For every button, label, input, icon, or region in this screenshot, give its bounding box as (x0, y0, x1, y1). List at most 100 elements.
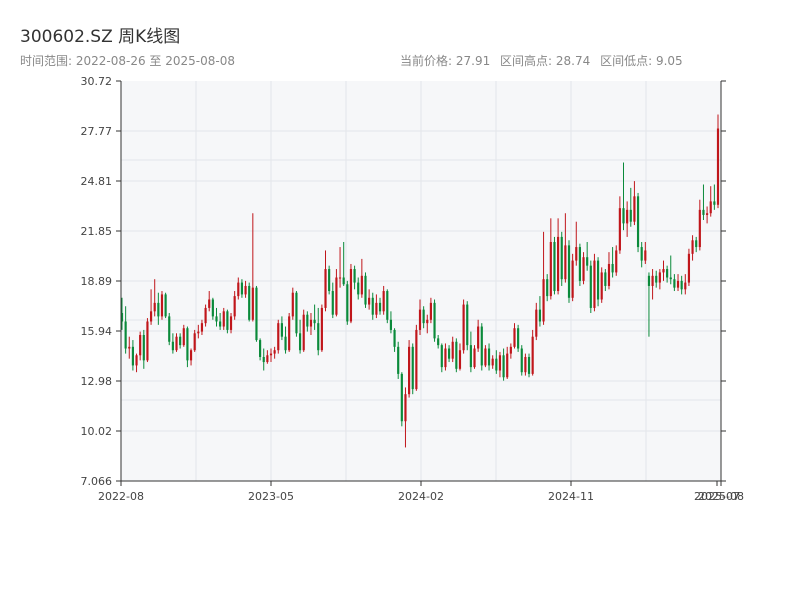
candle-body (713, 201, 716, 205)
candle-body (567, 245, 571, 298)
candle-body (535, 309, 538, 337)
candle-body (517, 328, 520, 349)
candle-body (549, 241, 552, 297)
candle-body (411, 346, 414, 390)
y-tick-label: 27.77 (81, 125, 113, 138)
candle-body (553, 241, 556, 292)
y-tick-label: 10.02 (81, 425, 113, 438)
candle-body (709, 201, 712, 214)
candle-body (524, 356, 527, 373)
candle-body (575, 247, 578, 261)
candle-body (462, 304, 465, 351)
candle-body (182, 328, 185, 346)
candle-body (546, 279, 549, 297)
candle-body (237, 282, 240, 297)
candle-body (520, 348, 523, 373)
y-tick-label: 15.94 (81, 325, 113, 338)
candle-body (687, 253, 691, 283)
candle-body (469, 345, 472, 368)
candle-body (142, 334, 145, 361)
candle-body (222, 311, 225, 327)
range-high-label: 区间高点: 28.74 (500, 54, 591, 68)
candle-body (615, 250, 618, 273)
candle-body (277, 323, 280, 351)
candle-body (393, 329, 396, 347)
candle-body (571, 260, 574, 298)
candle-body (335, 277, 338, 315)
candle-body (397, 346, 400, 374)
candle-body (673, 279, 676, 288)
candle-body (422, 309, 425, 324)
candle-body (353, 269, 356, 283)
candle-body (633, 196, 636, 222)
candle-body (160, 294, 164, 317)
candle-body (128, 346, 131, 349)
candle-body (607, 263, 611, 286)
candle-body (684, 282, 687, 290)
y-tick-label: 24.81 (81, 175, 113, 188)
candle-body (266, 355, 269, 363)
candle-body (429, 302, 432, 320)
candle-body (502, 355, 505, 378)
candle-body (168, 316, 171, 342)
candle-body (364, 275, 367, 305)
candle-body (531, 336, 534, 374)
candle-body (669, 277, 672, 280)
candle-body (557, 236, 560, 292)
candle-body (433, 302, 436, 339)
candle-body (473, 348, 476, 368)
candle-body (538, 309, 542, 322)
candle-body (139, 334, 142, 356)
candle-body (440, 345, 443, 368)
candle-body (317, 323, 320, 351)
candle-body (208, 299, 211, 308)
candle-body (233, 296, 236, 317)
y-tick-label: 18.89 (81, 275, 113, 288)
candle-body (451, 341, 454, 359)
candle-body (313, 319, 316, 324)
candle-body (626, 209, 629, 224)
candle-body (197, 331, 200, 334)
x-tick-label: 2024-02 (398, 490, 444, 503)
candle-body (262, 356, 265, 363)
candle-body (269, 353, 273, 356)
candle-body (676, 280, 680, 288)
candle-body (164, 294, 167, 317)
candle-body (586, 257, 589, 266)
candle-body (229, 316, 233, 330)
candle-body (600, 272, 603, 300)
y-tick-label: 7.066 (81, 475, 113, 488)
candle-body (342, 277, 345, 285)
candle-body (175, 336, 178, 351)
range-low-label: 区间低点: 9.05 (600, 54, 683, 68)
candle-body (604, 272, 607, 286)
candle-body (447, 348, 451, 359)
candle-body (215, 316, 218, 322)
candle-body (371, 297, 374, 315)
candle-body (251, 287, 254, 320)
candle-body (120, 313, 124, 322)
y-tick-label: 21.85 (81, 225, 113, 238)
candle-body (244, 285, 247, 295)
candle-body (444, 348, 447, 368)
candle-body (596, 260, 600, 300)
candle-body (593, 260, 596, 308)
candle-body (309, 319, 313, 327)
candle-body (455, 341, 458, 369)
candle-body (298, 333, 302, 351)
candle-body (716, 128, 720, 205)
candle-body (153, 302, 156, 312)
candle-body (288, 316, 291, 351)
candles (120, 114, 720, 448)
candle-body (691, 240, 694, 254)
candle-body (513, 328, 516, 347)
candle-body (458, 350, 462, 369)
x-tick-label: 2022-08 (98, 490, 144, 503)
candle-body (589, 265, 592, 308)
candle-body (636, 196, 640, 248)
candle-body (655, 275, 658, 283)
candle-body (157, 302, 160, 317)
y-tick-label: 12.98 (81, 375, 113, 388)
candle-body (484, 348, 487, 366)
